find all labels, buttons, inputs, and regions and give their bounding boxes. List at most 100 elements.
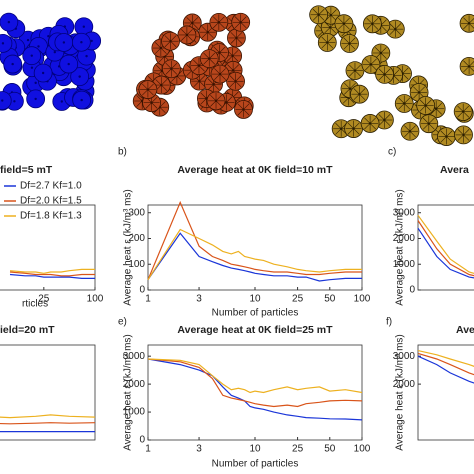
- particle-spoke: [384, 114, 391, 121]
- particle-spoke: [393, 75, 400, 82]
- particle-core: [82, 25, 86, 28]
- particle-spoke: [198, 65, 205, 72]
- particle-spoke: [354, 70, 361, 77]
- particle-spoke: [342, 97, 349, 104]
- particle-spoke: [353, 122, 360, 129]
- particle-cluster: [0, 12, 102, 111]
- x-tick-label: 25: [38, 294, 50, 305]
- particle-spoke: [170, 35, 177, 42]
- particle-core: [379, 51, 383, 55]
- particle-spoke: [209, 52, 216, 59]
- chart-title: Avera: [440, 164, 469, 176]
- particle-spoke: [463, 17, 470, 24]
- particle-spoke: [232, 49, 239, 57]
- particle-spoke: [318, 14, 325, 21]
- particle-spoke: [463, 134, 470, 141]
- y-axis-label: Average heat ε (kJ/m³ ms): [123, 189, 134, 306]
- particle-spoke: [402, 67, 409, 74]
- x-tick-label: 1: [145, 444, 151, 455]
- series-line: [147, 358, 363, 394]
- series-line: [147, 232, 362, 282]
- particle-spoke: [344, 82, 351, 89]
- particle-spoke: [235, 75, 242, 82]
- particle-spoke: [207, 78, 214, 85]
- particle-spoke: [214, 73, 221, 80]
- panel-label: b): [118, 147, 127, 158]
- particle-spoke: [349, 70, 356, 77]
- particle-core: [191, 21, 194, 25]
- particle-spoke: [212, 16, 220, 23]
- particle-spoke: [236, 37, 243, 44]
- particle-spoke: [425, 105, 432, 112]
- particle-spoke: [200, 98, 207, 105]
- particle-spoke: [193, 59, 200, 66]
- series-line: [417, 220, 474, 277]
- particle-core: [225, 101, 228, 104]
- y-tick-label: 2000: [393, 233, 416, 244]
- x-tick-label: 50: [324, 294, 336, 305]
- particle-spoke: [226, 55, 233, 62]
- particle-core: [185, 33, 189, 37]
- particle-spoke: [457, 105, 464, 112]
- particle-spoke: [435, 108, 443, 115]
- particle-spoke: [404, 131, 411, 138]
- particle-spoke: [349, 82, 356, 89]
- particle-spoke: [210, 100, 217, 107]
- particle-spoke: [347, 128, 354, 135]
- particle-spoke: [136, 95, 143, 102]
- y-tick-label: 1000: [123, 407, 146, 418]
- series-line: [9, 273, 95, 279]
- particle-spoke: [354, 64, 361, 71]
- particle-core: [317, 13, 320, 16]
- chart-title: Ave: [456, 324, 474, 336]
- particle-spoke: [321, 42, 328, 49]
- particle-spoke: [395, 23, 402, 30]
- particle-spoke: [151, 102, 158, 109]
- particle-spoke: [463, 129, 470, 136]
- particle-spoke: [365, 58, 372, 65]
- particle-spoke: [353, 128, 360, 135]
- chart-title: field=5 mT: [0, 164, 53, 176]
- particle-core: [34, 97, 37, 101]
- particle-core: [339, 127, 343, 130]
- particle-spoke: [154, 42, 162, 49]
- particle-spoke: [230, 32, 237, 39]
- particle-spoke: [235, 81, 242, 88]
- chart-panel: Avera c) Average heat ε (kJ/m³ ms) 0 1000 200…: [388, 147, 474, 306]
- particle-spoke: [212, 22, 220, 29]
- particle-core: [394, 27, 397, 31]
- particle-spoke: [186, 34, 193, 41]
- particle-spoke: [170, 41, 177, 48]
- particle-spoke: [318, 8, 325, 15]
- particle-spoke: [219, 52, 226, 59]
- particle-spoke: [186, 17, 193, 24]
- particle-core: [329, 26, 332, 29]
- particle-spoke: [378, 74, 385, 81]
- particle-spoke: [404, 125, 411, 132]
- particle-spoke: [181, 29, 188, 36]
- particle-core: [34, 81, 37, 85]
- particle-spoke: [324, 27, 331, 34]
- particle-spoke: [176, 75, 183, 82]
- particle-spoke: [395, 28, 402, 36]
- particle-core: [234, 80, 237, 83]
- particle-spoke: [240, 22, 247, 29]
- particle-spoke: [353, 93, 360, 101]
- panel-label: f): [386, 317, 392, 328]
- chart-panel: Average heat at 0K field=10 mT b) Average …: [118, 147, 371, 319]
- particle-core: [467, 65, 471, 68]
- series-line: [417, 227, 474, 279]
- particle-spoke: [165, 62, 172, 69]
- particle-spoke: [199, 80, 206, 88]
- series-line: [147, 228, 362, 281]
- particle-spoke: [463, 60, 470, 67]
- particle-core: [353, 69, 357, 72]
- particle-core: [30, 66, 34, 69]
- chart-panel: ield=20 mT: [0, 324, 96, 441]
- y-tick-label: 2000: [393, 379, 416, 390]
- particle-core: [41, 71, 45, 75]
- particle-spoke: [219, 46, 226, 53]
- particle-spoke: [142, 89, 149, 96]
- particle-spoke: [378, 114, 385, 121]
- particle-spoke: [384, 74, 391, 81]
